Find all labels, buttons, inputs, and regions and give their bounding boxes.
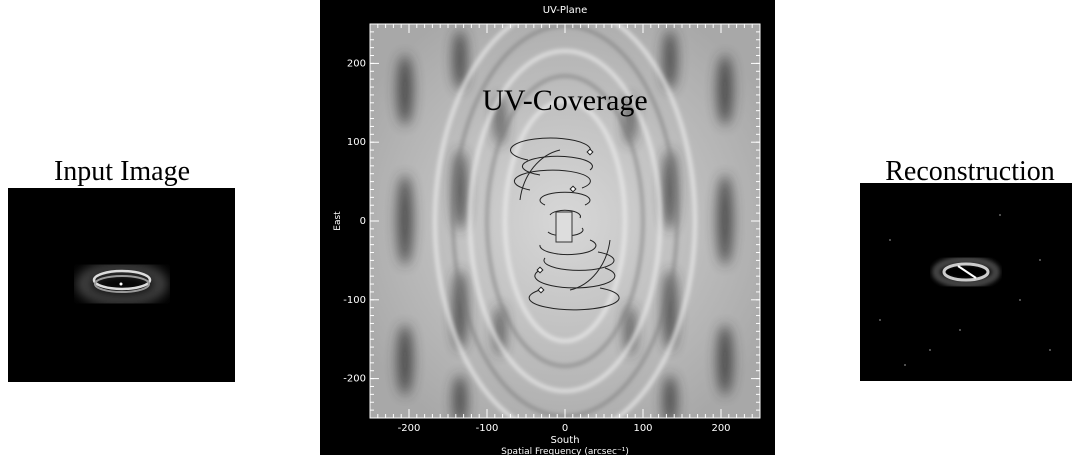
plot-title: UV-Plane <box>543 5 588 16</box>
y-tick-label: 200 <box>347 58 366 69</box>
y-tick-label: -100 <box>343 295 366 306</box>
x-tick-label: 100 <box>633 423 652 434</box>
panel-title: Reconstruction <box>885 156 1055 187</box>
image-star <box>119 282 123 286</box>
y-label: East <box>333 211 343 231</box>
recon-bar <box>957 265 977 279</box>
image-glow <box>77 263 167 305</box>
recon-noise <box>879 214 1051 366</box>
overlay-label: UV-Coverage <box>482 84 648 117</box>
uv-points <box>536 148 594 294</box>
y-tick-label: 0 <box>360 216 366 227</box>
image-ring <box>94 275 150 293</box>
uv-tracks <box>510 137 620 311</box>
image-ring <box>92 269 152 291</box>
x-tick-label: 200 <box>711 423 730 434</box>
y-tick-label: -200 <box>343 374 366 385</box>
x-tick-label: 0 <box>562 423 568 434</box>
recon-ring <box>942 262 990 282</box>
panel-title: Input Image <box>54 156 190 187</box>
x-tick-label: -100 <box>476 423 499 434</box>
x-label-2: Spatial Frequency (arcsec⁻¹) <box>501 447 629 457</box>
x-tick-label: -200 <box>398 423 421 434</box>
y-tick-label: 100 <box>347 137 366 148</box>
x-label: South <box>550 435 579 446</box>
axes: -200 -100 0 100 200 -200 -100 0 100 200 <box>343 23 761 434</box>
recon-glow <box>932 256 1000 288</box>
